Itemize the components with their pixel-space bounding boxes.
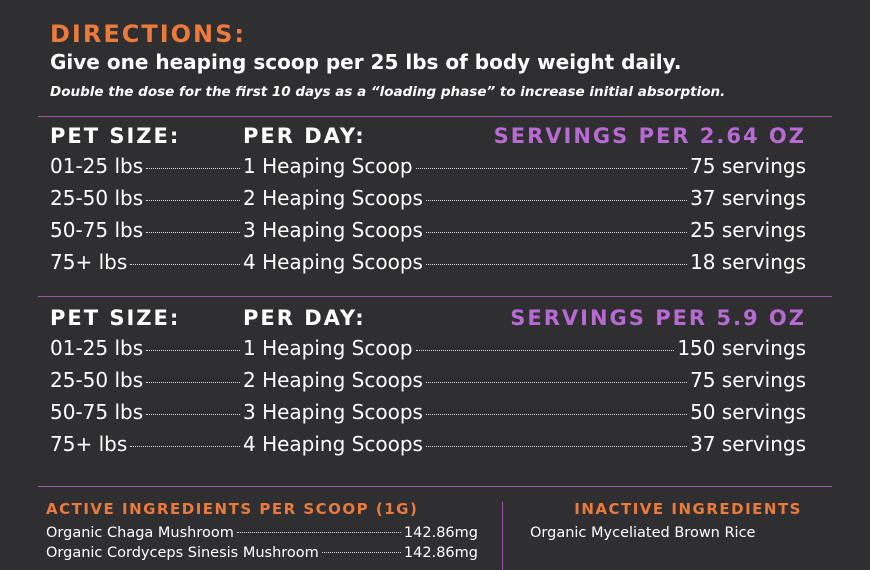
table-header: PET SIZE: PER DAY: SERVINGS PER 2.64 OZ [50,124,806,154]
dot-leader [146,350,240,351]
dosage-table-large: PET SIZE: PER DAY: SERVINGS PER 5.9 OZ 0… [50,306,806,464]
directions-main-text: Give one heaping scoop per 25 lbs of bod… [50,50,682,74]
dose-value: 1 Heaping Scoop [243,336,413,360]
dot-leader [146,232,240,233]
pet-size-value: 50-75 lbs [50,400,144,424]
directions-heading: DIRECTIONS: [50,20,247,48]
pet-size-value: 50-75 lbs [50,218,144,242]
header-per-day: PER DAY: [243,124,366,148]
inactive-ingredient-item: Organic Myceliated Brown Rice [530,525,756,541]
pet-size-value: 25-50 lbs [50,186,144,210]
dosage-table-small: PET SIZE: PER DAY: SERVINGS PER 2.64 OZ … [50,124,806,282]
dot-leader [425,382,688,383]
directions-loading-note: Double the dose for the first 10 days as… [50,84,726,100]
inactive-ingredients: INACTIVE INGREDIENTS Organic Myceliated … [530,500,830,541]
ingredient-name: Organic Cordyceps Sinesis Mushroom [46,545,319,561]
column-divider [502,502,503,570]
header-per-day: PER DAY: [243,306,366,330]
table-row: 75+ lbs 4 Heaping Scoops 18 servings [50,250,806,282]
servings-value: 75 servings [690,368,806,392]
table-row: 01-25 lbs 1 Heaping Scoop 75 servings [50,154,806,186]
dot-leader [130,446,240,447]
dose-value: 4 Heaping Scoops [243,432,423,456]
dot-leader [146,382,240,383]
dose-value: 3 Heaping Scoops [243,218,423,242]
dot-leader [415,168,688,169]
servings-value: 150 servings [677,336,806,360]
dot-leader [321,552,401,553]
header-servings: SERVINGS PER 5.9 OZ [510,306,806,330]
servings-value: 25 servings [690,218,806,242]
dot-leader [425,414,688,415]
header-servings: SERVINGS PER 2.64 OZ [493,124,806,148]
divider-line [38,296,832,297]
divider-line [38,486,832,487]
dot-leader [146,414,240,415]
servings-value: 37 servings [690,432,806,456]
table-row: 50-75 lbs 3 Heaping Scoops 50 servings [50,400,806,432]
table-header: PET SIZE: PER DAY: SERVINGS PER 5.9 OZ [50,306,806,336]
pet-size-value: 25-50 lbs [50,368,144,392]
ingredients-section: ACTIVE INGREDIENTS PER SCOOP (1G) Organi… [46,500,832,570]
servings-value: 50 servings [690,400,806,424]
pet-size-value: 01-25 lbs [50,336,144,360]
pet-size-value: 75+ lbs [50,432,128,456]
header-pet-size: PET SIZE: [50,124,181,148]
dot-leader [425,232,688,233]
dose-value: 2 Heaping Scoops [243,186,423,210]
dot-leader [425,200,688,201]
ingredient-row: Organic Cordyceps Sinesis Mushroom 142.8… [46,545,478,563]
dot-leader [146,200,240,201]
pet-size-value: 01-25 lbs [50,154,144,178]
servings-value: 18 servings [690,250,806,274]
dose-value: 3 Heaping Scoops [243,400,423,424]
header-pet-size: PET SIZE: [50,306,181,330]
divider-line [38,116,832,117]
dot-leader [130,264,240,265]
ingredient-row: Organic Chaga Mushroom 142.86mg [46,525,478,543]
dot-leader [425,446,688,447]
servings-value: 75 servings [690,154,806,178]
pet-size-value: 75+ lbs [50,250,128,274]
inactive-ingredients-heading: INACTIVE INGREDIENTS [574,500,802,518]
dot-leader [425,264,688,265]
dot-leader [146,168,240,169]
dose-value: 1 Heaping Scoop [243,154,413,178]
active-ingredients-heading: ACTIVE INGREDIENTS PER SCOOP (1G) [46,500,419,518]
dot-leader [236,532,401,533]
dot-leader [415,350,675,351]
table-row: 25-50 lbs 2 Heaping Scoops 37 servings [50,186,806,218]
ingredient-name: Organic Chaga Mushroom [46,525,234,541]
dose-value: 4 Heaping Scoops [243,250,423,274]
ingredient-amount: 142.86mg [403,525,478,541]
servings-value: 37 servings [690,186,806,210]
table-row: 50-75 lbs 3 Heaping Scoops 25 servings [50,218,806,250]
ingredient-amount: 142.86mg [403,545,478,561]
table-row: 75+ lbs 4 Heaping Scoops 37 servings [50,432,806,464]
dose-value: 2 Heaping Scoops [243,368,423,392]
table-row: 01-25 lbs 1 Heaping Scoop 150 servings [50,336,806,368]
table-row: 25-50 lbs 2 Heaping Scoops 75 servings [50,368,806,400]
active-ingredients: ACTIVE INGREDIENTS PER SCOOP (1G) Organi… [46,500,478,563]
